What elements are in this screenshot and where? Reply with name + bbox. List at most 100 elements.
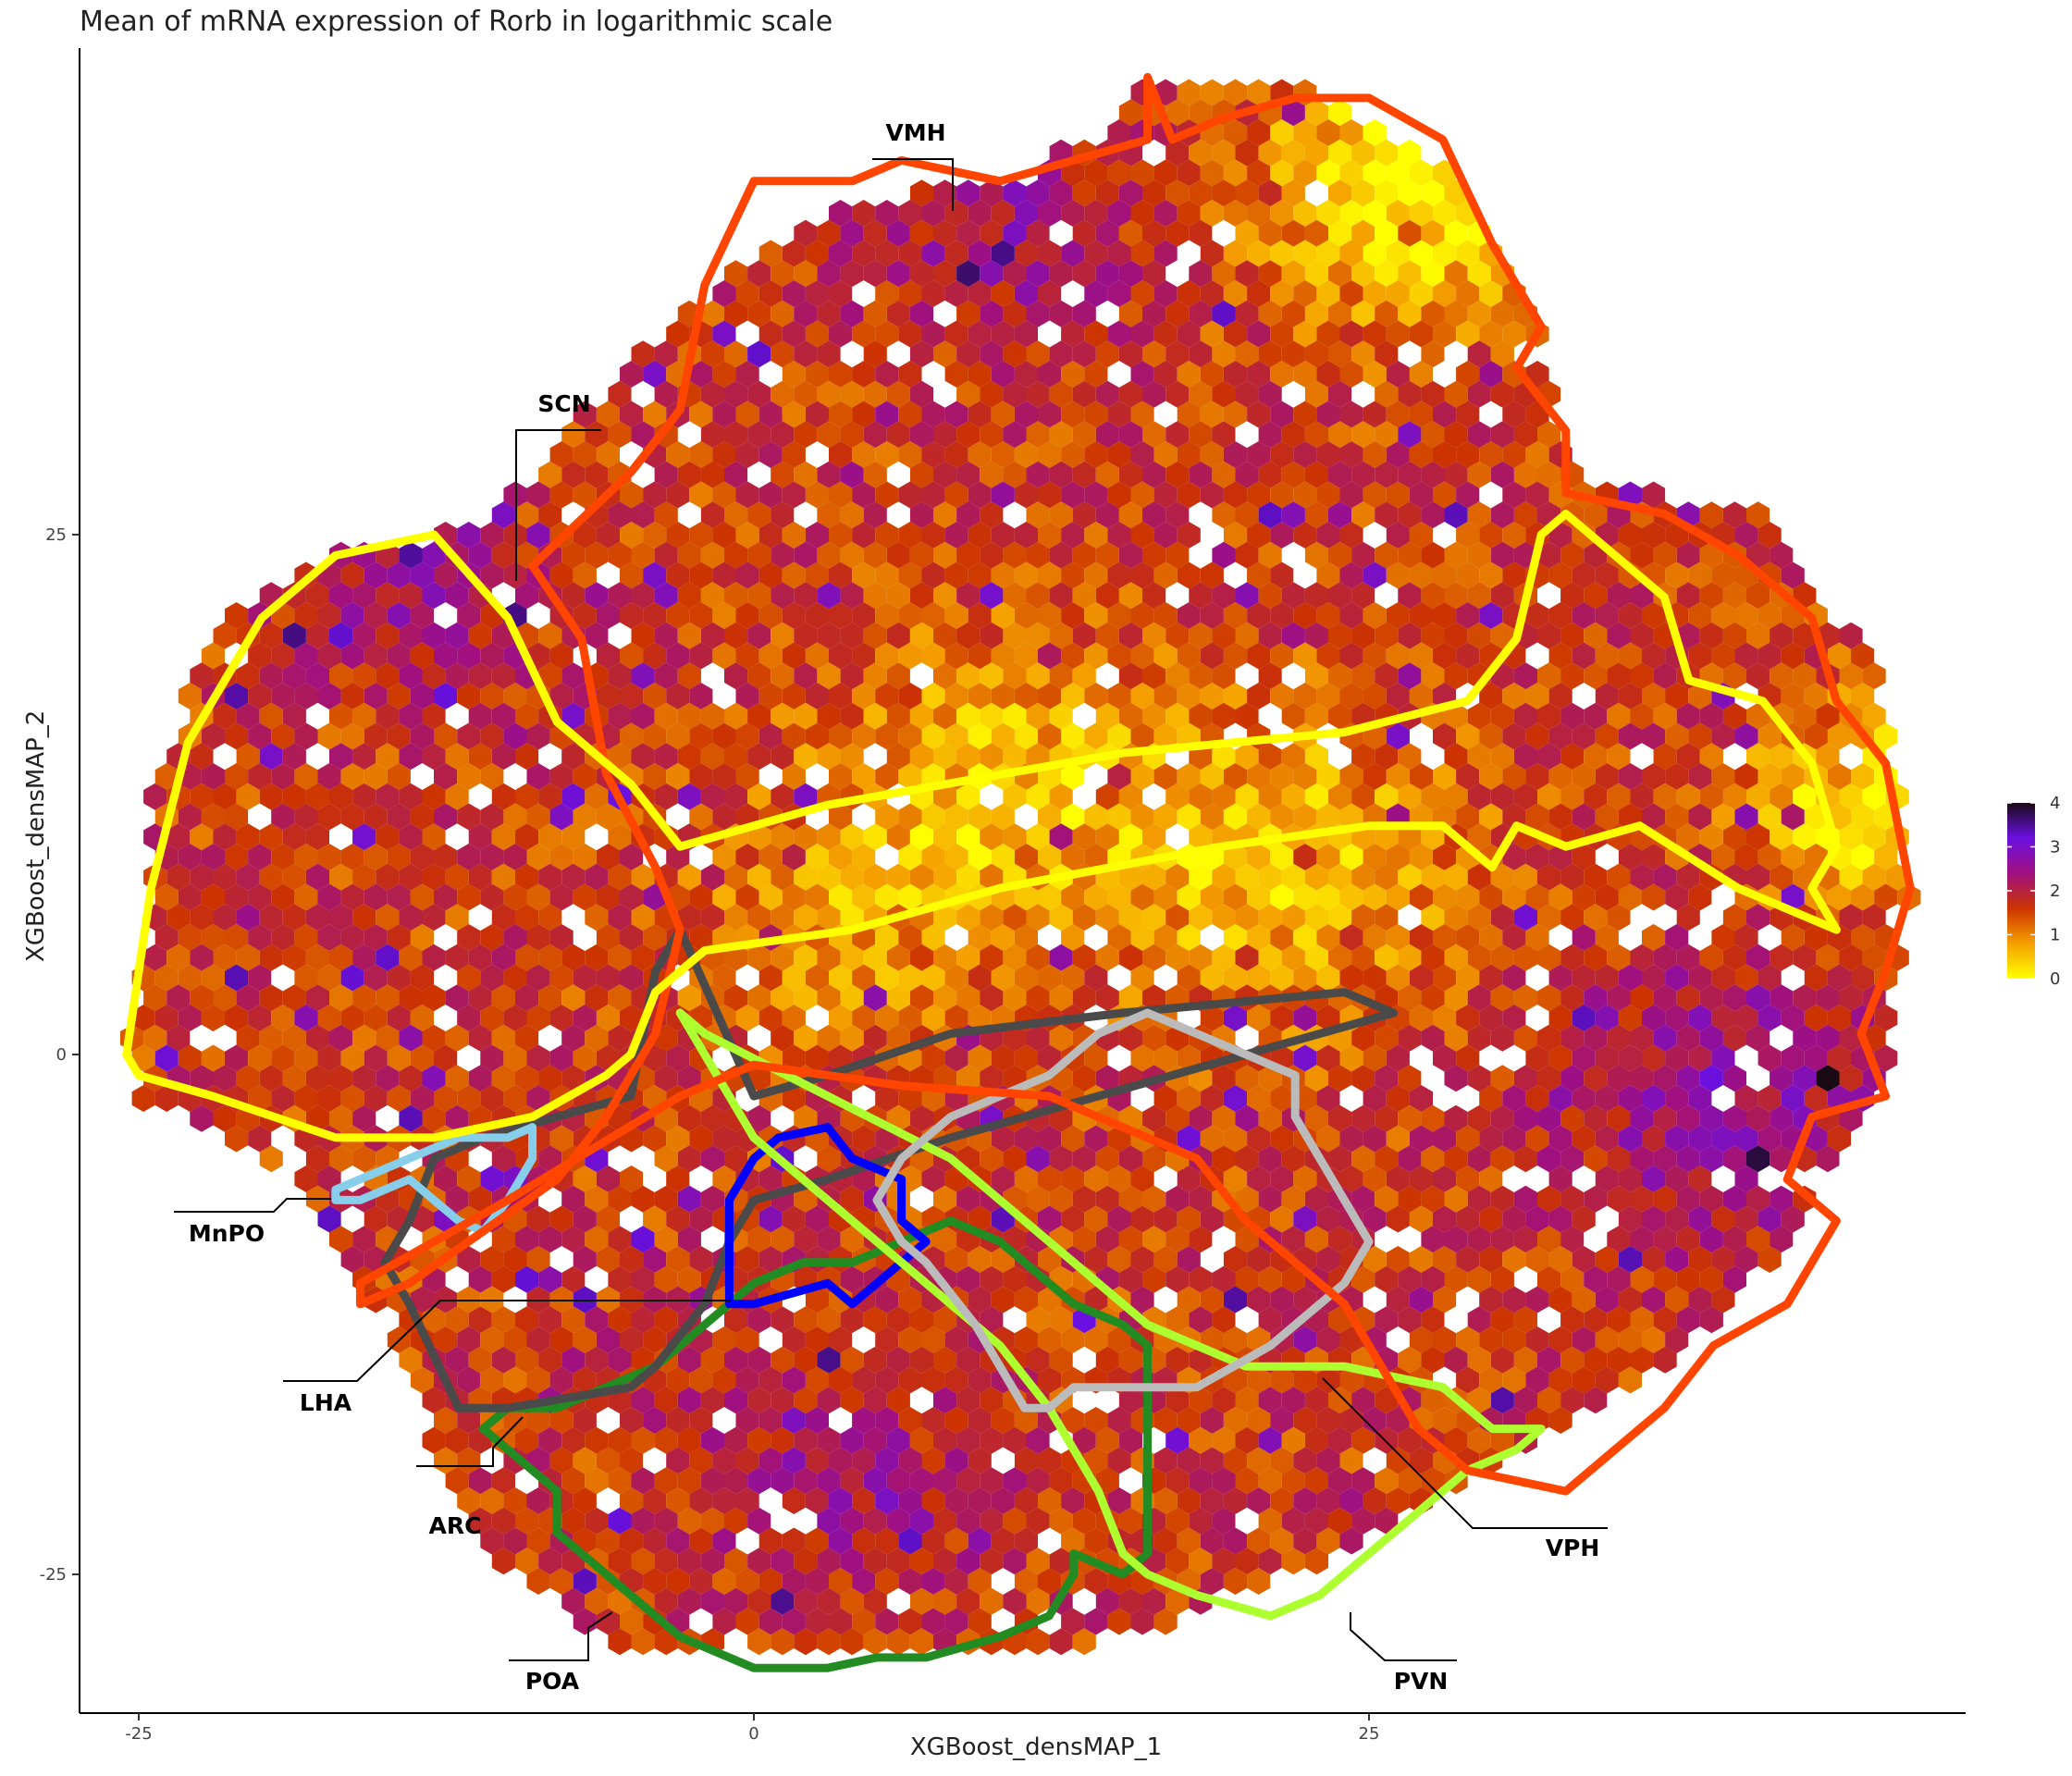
hexbin-cell bbox=[724, 501, 748, 529]
hexbin-cell bbox=[480, 803, 504, 831]
hexbin-cell bbox=[1642, 803, 1666, 831]
hexbin-cell bbox=[712, 320, 736, 348]
hexbin-cell bbox=[980, 1587, 1004, 1615]
hexbin-cell bbox=[1433, 1044, 1457, 1072]
hexbin-cell bbox=[980, 1065, 1004, 1092]
hexbin-cell bbox=[1711, 964, 1735, 992]
hexbin-cell bbox=[190, 1104, 214, 1132]
hexbin-cell bbox=[1398, 622, 1422, 649]
hexbin-cell bbox=[1177, 1447, 1201, 1474]
hexbin-cell bbox=[317, 964, 341, 992]
hexbin-cell bbox=[689, 722, 713, 750]
hexbin-cell bbox=[735, 883, 759, 911]
hexbin-cell bbox=[491, 823, 515, 851]
hexbin-cell bbox=[1363, 1166, 1387, 1192]
hexbin-cell bbox=[1375, 380, 1399, 408]
hexbin-cell bbox=[677, 1467, 701, 1495]
hexbin-cell bbox=[1003, 541, 1027, 569]
hexbin-cell bbox=[933, 702, 957, 730]
hexbin-cell bbox=[1665, 1286, 1689, 1314]
hexbin-cell bbox=[1363, 683, 1387, 709]
hexbin-cell bbox=[1084, 561, 1108, 589]
hexbin-cell bbox=[1293, 200, 1317, 227]
hexbin-cell bbox=[1212, 300, 1236, 327]
hexbin-cell bbox=[352, 823, 376, 851]
hexbin-cell bbox=[956, 582, 980, 610]
hexbin-cell bbox=[399, 582, 423, 610]
hexbin-cell bbox=[1642, 1125, 1666, 1153]
hexbin-cell bbox=[712, 522, 736, 549]
hexbin-cell bbox=[1827, 1044, 1851, 1072]
hexbin-cell bbox=[1166, 622, 1190, 649]
hexbin-cell bbox=[700, 1426, 724, 1454]
hexbin-cell bbox=[549, 1568, 574, 1595]
hexbin-cell bbox=[758, 1407, 783, 1434]
hexbin-cell bbox=[305, 1065, 329, 1092]
hexbin-cell bbox=[364, 1044, 388, 1072]
hexbin-cell bbox=[1014, 522, 1038, 549]
hexbin-cell bbox=[875, 964, 899, 992]
hexbin-cell bbox=[1421, 1024, 1445, 1052]
hexbin-cell bbox=[1490, 421, 1514, 449]
hexbin-cell bbox=[1467, 1387, 1491, 1414]
hexbin-cell bbox=[1316, 401, 1340, 428]
hexbin-cell bbox=[526, 481, 550, 509]
hexbin-cell bbox=[875, 200, 899, 227]
hexbin-cell bbox=[944, 481, 968, 509]
hexbin-cell bbox=[1351, 1065, 1375, 1092]
hexbin-cell bbox=[1781, 844, 1805, 870]
hexbin-cell bbox=[677, 1065, 701, 1092]
hexbin-cell bbox=[1607, 1185, 1631, 1213]
hexbin-cell bbox=[1537, 1145, 1561, 1173]
hexbin-cell bbox=[434, 1085, 458, 1112]
hexbin-cell bbox=[829, 722, 853, 750]
hexbin-cell bbox=[1653, 1145, 1677, 1173]
hexbin-cell bbox=[735, 1326, 759, 1353]
hexbin-cell bbox=[608, 904, 632, 931]
hexbin-cell bbox=[1328, 783, 1352, 810]
hexbin-cell bbox=[1118, 863, 1142, 891]
hexbin-cell bbox=[1618, 883, 1642, 911]
hexbin-cell bbox=[1607, 1145, 1631, 1173]
hexbin-cell bbox=[1339, 642, 1363, 670]
hexbin-cell bbox=[1467, 1226, 1491, 1253]
hexbin-cell bbox=[1223, 361, 1248, 388]
hexbin-cell bbox=[1653, 541, 1677, 569]
hexbin-cell bbox=[1630, 1226, 1654, 1253]
hexbin-cell bbox=[1014, 642, 1038, 670]
hexbin-cell bbox=[1688, 1246, 1712, 1273]
hexbin-cell bbox=[863, 461, 887, 488]
hexbin-cell bbox=[1363, 159, 1387, 187]
hexbin-cell bbox=[875, 401, 899, 428]
hexbin-cell bbox=[538, 783, 562, 810]
hexbin-cell bbox=[1014, 1326, 1038, 1353]
hexbin-cell bbox=[561, 662, 586, 690]
hexbin-cell bbox=[468, 541, 492, 569]
hexbin-cell bbox=[422, 1387, 446, 1414]
hexbin-cell bbox=[1676, 823, 1700, 851]
hexbin-cell bbox=[387, 844, 411, 870]
hexbin-cell bbox=[1235, 1226, 1259, 1253]
hexbin-cell bbox=[1049, 260, 1073, 288]
hexbin-cell bbox=[1479, 964, 1503, 992]
hexbin-cell bbox=[608, 743, 632, 771]
hexbin-cell bbox=[944, 280, 968, 307]
hexbin-cell bbox=[491, 1306, 515, 1334]
hexbin-cell bbox=[573, 481, 597, 509]
hexbin-cell bbox=[1166, 99, 1190, 127]
hexbin-cell bbox=[758, 1608, 783, 1635]
hexbin-cell bbox=[631, 622, 655, 649]
hexbin-cell bbox=[1467, 622, 1491, 649]
hexbin-cell bbox=[1444, 662, 1468, 690]
hexbin-cell bbox=[782, 561, 806, 589]
hexbin-cell bbox=[1038, 803, 1062, 831]
hexbin-cell bbox=[991, 1487, 1015, 1514]
hexbin-cell bbox=[468, 1265, 492, 1293]
hexbin-cell bbox=[1084, 1246, 1108, 1273]
hexbin-cell bbox=[829, 602, 853, 629]
hexbin-cell bbox=[1746, 984, 1770, 1012]
hexbin-cell bbox=[154, 763, 179, 790]
hexbin-cell bbox=[689, 522, 713, 549]
hexbin-cell bbox=[643, 361, 667, 388]
